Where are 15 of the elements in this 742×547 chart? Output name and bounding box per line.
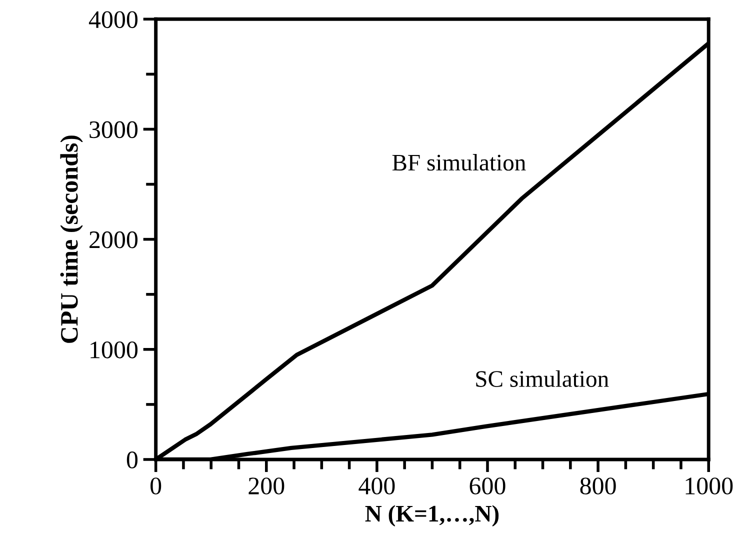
- x-tick-label: 400: [358, 478, 395, 494]
- series-label: SC simulation: [476, 370, 609, 387]
- y-tick-label: 0: [126, 452, 138, 468]
- x-axis-title: N (K=1,…,N): [365, 505, 499, 526]
- x-tick-label: 200: [248, 478, 284, 494]
- y-tick-label: 4000: [88, 11, 138, 28]
- x-tick-label: 0: [150, 478, 162, 494]
- series-label: BF simulation: [392, 154, 526, 171]
- x-tick-label: 600: [470, 478, 506, 494]
- y-tick-label: 1000: [90, 341, 138, 358]
- x-tick-label: 1000: [686, 478, 733, 494]
- y-axis-title: CPU time (seconds): [60, 136, 83, 343]
- y-tick-label: 2000: [90, 231, 138, 248]
- x-tick-label: 800: [580, 478, 616, 494]
- y-tick-label: 3000: [90, 121, 138, 138]
